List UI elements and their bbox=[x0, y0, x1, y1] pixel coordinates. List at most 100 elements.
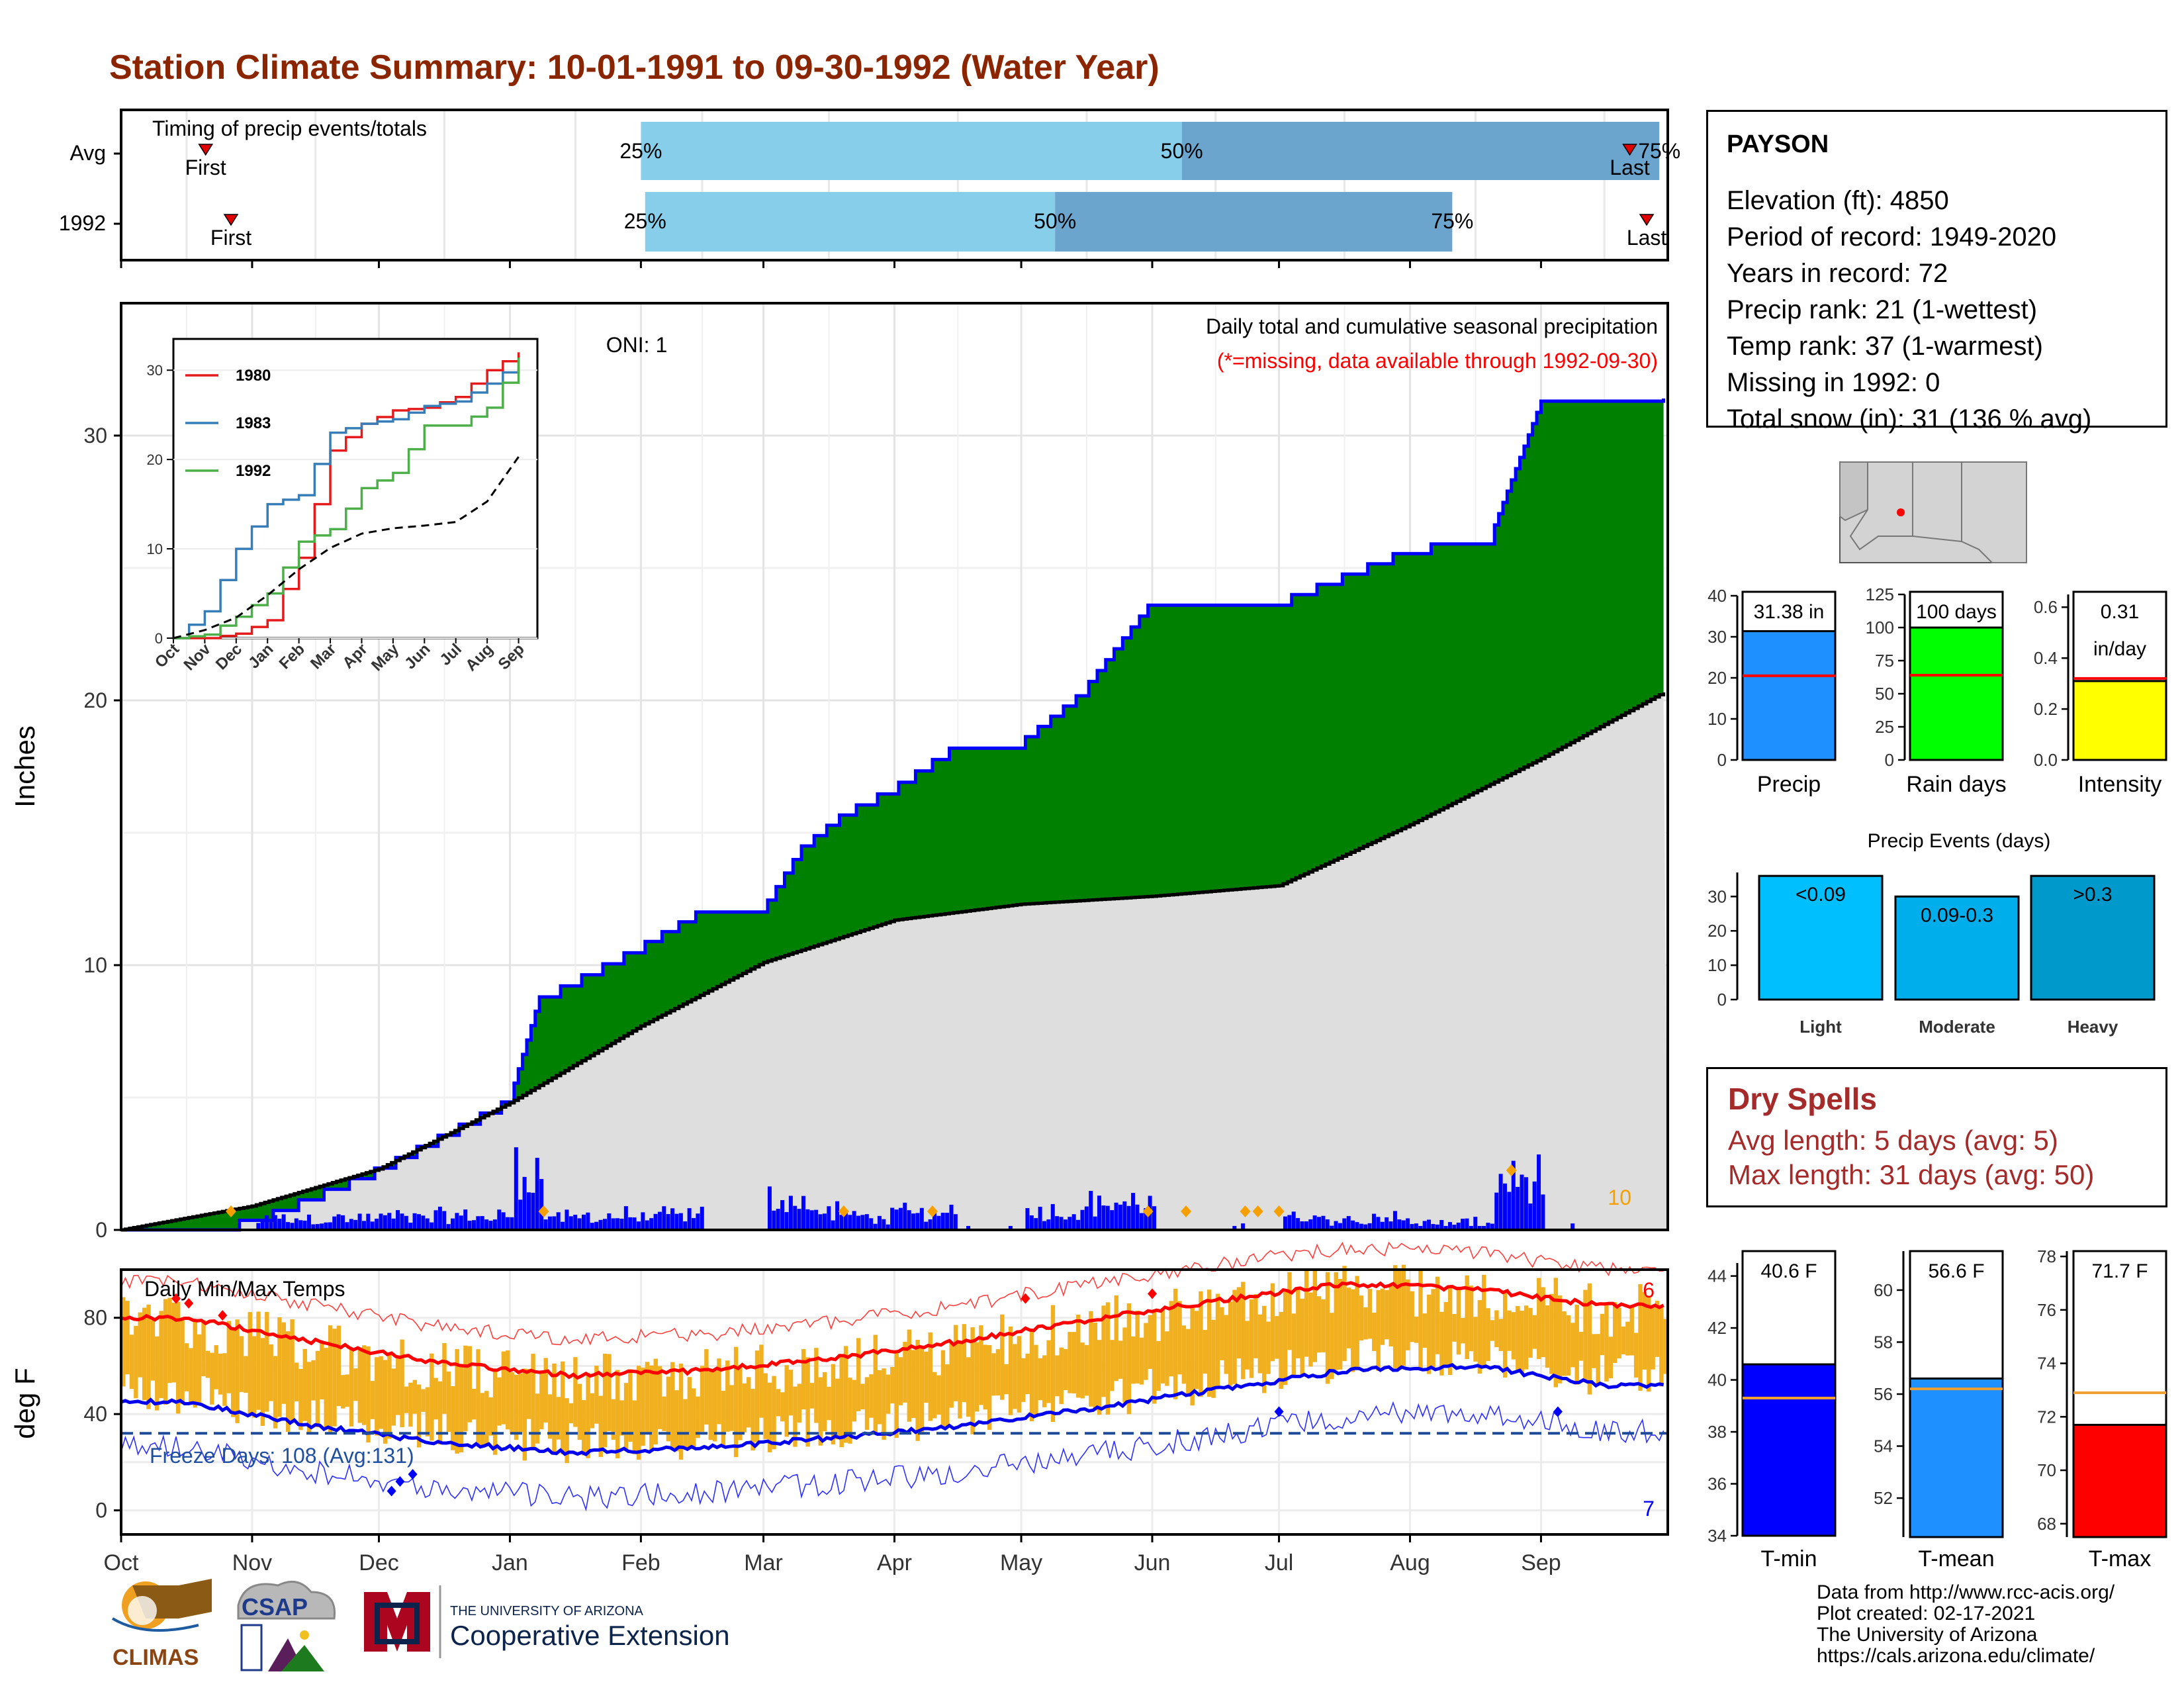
daily-bar bbox=[302, 1220, 307, 1230]
daily-bar bbox=[953, 1214, 958, 1230]
temp-ytick-label: 80 bbox=[83, 1306, 107, 1330]
daily-bar bbox=[535, 1158, 539, 1230]
month-label: Mar bbox=[744, 1550, 783, 1575]
temp-bar bbox=[1177, 1301, 1182, 1375]
daily-bar bbox=[772, 1210, 776, 1230]
daily-bar bbox=[328, 1222, 332, 1230]
daily-bar bbox=[256, 1223, 261, 1230]
last-label: Last bbox=[1627, 226, 1667, 250]
temp-bar bbox=[1418, 1268, 1423, 1368]
temp-record-marker bbox=[395, 1476, 405, 1487]
daily-bar bbox=[416, 1214, 421, 1230]
daily-bar bbox=[484, 1219, 489, 1230]
temp-bar bbox=[1566, 1315, 1571, 1376]
station-missing: Missing in 1992: 0 bbox=[1727, 368, 1940, 397]
temp-bar bbox=[1038, 1358, 1042, 1401]
temp-bar bbox=[163, 1299, 168, 1405]
snow-marker bbox=[927, 1205, 938, 1217]
temp-bar bbox=[1042, 1355, 1047, 1407]
daily-bar bbox=[843, 1211, 848, 1230]
temp-bar bbox=[218, 1353, 223, 1395]
intensity-value-box bbox=[2072, 590, 2167, 682]
rain-days-value: 100 days bbox=[1916, 601, 1997, 623]
temp-bar bbox=[1422, 1313, 1428, 1348]
temp-bar bbox=[311, 1360, 316, 1401]
daily-bar bbox=[683, 1221, 688, 1230]
daily-bar bbox=[1477, 1226, 1482, 1230]
temp-bar bbox=[1443, 1301, 1448, 1368]
daily-bar bbox=[480, 1216, 484, 1230]
temp-bar bbox=[1638, 1284, 1643, 1391]
daily-bar bbox=[1114, 1202, 1118, 1230]
daily-bar bbox=[581, 1214, 586, 1230]
daily-bar bbox=[265, 1215, 269, 1230]
temp-bar bbox=[1034, 1344, 1038, 1417]
temp-bar bbox=[1296, 1289, 1300, 1358]
temp-bar bbox=[1029, 1330, 1034, 1422]
daily-bar bbox=[788, 1196, 793, 1230]
footer-line-4: https://cals.arizona.edu/climate/ bbox=[1817, 1645, 2095, 1667]
temp-bar bbox=[1452, 1314, 1457, 1342]
daily-bar bbox=[1144, 1208, 1148, 1230]
daily-bar bbox=[940, 1213, 945, 1230]
ua-big-text: Cooperative Extension bbox=[450, 1620, 730, 1651]
temp-bar bbox=[1148, 1315, 1153, 1369]
daily-bar bbox=[864, 1214, 869, 1230]
daily-bar bbox=[1355, 1222, 1359, 1230]
temp-bar bbox=[222, 1353, 227, 1406]
inset-ytick-label: 30 bbox=[147, 362, 163, 379]
intensity-value: 0.31 bbox=[2101, 601, 2139, 623]
temp-bar bbox=[890, 1366, 895, 1404]
daily-bar bbox=[1524, 1177, 1528, 1230]
station-years: Years in record: 72 bbox=[1727, 259, 1948, 288]
daily-bar bbox=[657, 1211, 662, 1230]
daily-bar bbox=[632, 1217, 637, 1230]
temp-bar bbox=[260, 1338, 265, 1427]
temp-bar bbox=[1080, 1342, 1085, 1399]
temp-bar bbox=[1017, 1336, 1022, 1413]
temp-bar bbox=[1135, 1310, 1140, 1383]
temp-bar bbox=[1262, 1305, 1267, 1393]
temp-bar bbox=[1169, 1301, 1173, 1377]
temp-bar bbox=[754, 1350, 760, 1442]
daily-bar bbox=[1482, 1226, 1486, 1230]
temp-bar bbox=[1392, 1265, 1398, 1368]
temp-bar bbox=[1553, 1278, 1558, 1387]
daily-bar bbox=[1089, 1191, 1093, 1230]
temp-bar bbox=[623, 1383, 629, 1451]
daily-bar bbox=[882, 1219, 886, 1230]
temp-bar bbox=[788, 1370, 794, 1416]
temp-bar bbox=[759, 1344, 764, 1418]
temp-bar bbox=[1321, 1299, 1326, 1352]
temp-bar bbox=[1583, 1289, 1588, 1382]
daily-bar bbox=[1059, 1217, 1064, 1230]
temp-bar bbox=[353, 1368, 358, 1401]
temp-bar bbox=[433, 1378, 438, 1420]
temp-bar bbox=[1545, 1305, 1550, 1368]
temp-bar bbox=[416, 1384, 422, 1448]
daily-bar bbox=[945, 1213, 950, 1230]
temp-bar bbox=[983, 1344, 987, 1410]
daily-bar bbox=[531, 1192, 535, 1230]
temp-bar bbox=[159, 1311, 163, 1399]
daily-bar bbox=[1418, 1226, 1423, 1230]
daily-bar bbox=[1291, 1211, 1296, 1230]
daily-bar bbox=[641, 1212, 645, 1230]
daily-bar bbox=[1532, 1181, 1537, 1230]
daily-bar bbox=[793, 1205, 797, 1230]
temp-bar bbox=[742, 1383, 747, 1432]
daily-bar bbox=[1029, 1215, 1034, 1230]
temp-bar bbox=[692, 1388, 696, 1450]
daily-bar bbox=[1287, 1215, 1292, 1230]
daily-bar bbox=[1232, 1226, 1237, 1230]
precip-panel: 0 10 20 30 Daily total and cumulative seaso… bbox=[9, 302, 1669, 1242]
record-tmax-line bbox=[120, 1241, 1664, 1346]
daily-bar bbox=[696, 1213, 700, 1230]
temp-bar bbox=[1334, 1272, 1338, 1370]
events-bar-label: 0.09-0.3 bbox=[1921, 904, 1993, 926]
temp-bar bbox=[1004, 1364, 1009, 1395]
temp-bar bbox=[142, 1307, 147, 1401]
temp-bar bbox=[1516, 1306, 1520, 1373]
rain-days-bar bbox=[1909, 626, 2004, 761]
